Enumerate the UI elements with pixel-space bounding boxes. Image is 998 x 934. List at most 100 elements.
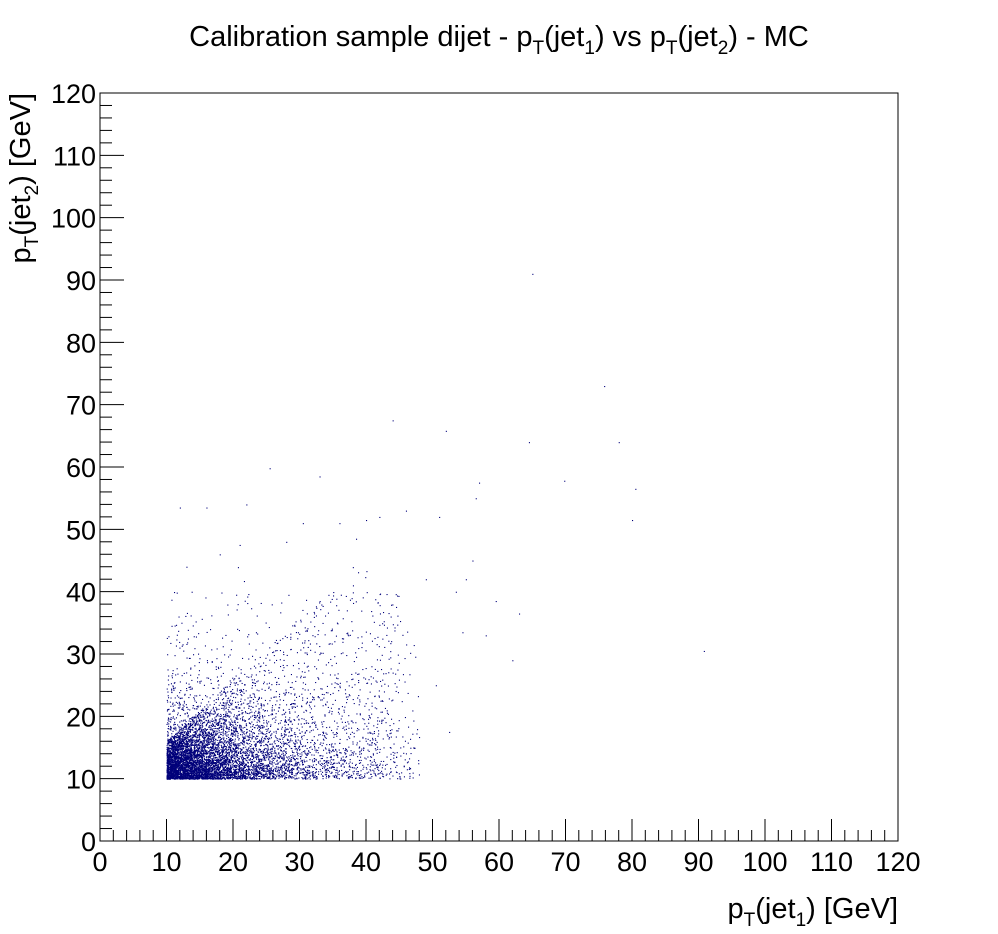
scatter-point	[198, 736, 200, 738]
scatter-point	[251, 761, 253, 763]
scatter-point	[358, 673, 360, 675]
scatter-point	[205, 773, 207, 775]
scatter-point	[179, 735, 181, 737]
scatter-point	[237, 744, 239, 746]
scatter-point	[303, 718, 305, 720]
scatter-point	[172, 747, 174, 749]
scatter-point	[385, 774, 387, 776]
scatter-point	[371, 640, 373, 642]
scatter-point	[357, 673, 359, 675]
scatter-point	[203, 760, 205, 762]
scatter-point	[268, 758, 270, 760]
scatter-point	[196, 746, 198, 748]
scatter-point	[261, 764, 263, 766]
scatter-point	[277, 642, 279, 644]
scatter-point	[192, 764, 194, 766]
scatter-point	[349, 765, 351, 767]
scatter-point	[356, 730, 358, 732]
scatter-point	[167, 654, 169, 656]
scatter-point	[183, 725, 185, 727]
scatter-point	[247, 761, 249, 763]
scatter-point	[173, 723, 175, 725]
scatter-point	[349, 754, 351, 756]
scatter-point	[225, 772, 227, 774]
scatter-point	[255, 716, 257, 718]
scatter-point	[359, 740, 361, 742]
scatter-point	[226, 763, 228, 765]
scatter-point	[264, 710, 266, 712]
scatter-point	[302, 761, 304, 763]
scatter-point	[190, 772, 192, 774]
scatter-point	[217, 764, 219, 766]
scatter-point	[299, 753, 301, 755]
scatter-point	[344, 750, 346, 752]
scatter-point	[178, 732, 180, 734]
scatter-point	[387, 685, 389, 687]
scatter-point	[329, 760, 331, 762]
scatter-point	[294, 745, 296, 747]
scatter-point	[277, 773, 279, 775]
scatter-point	[241, 756, 243, 758]
scatter-point	[245, 770, 247, 772]
scatter-point	[212, 760, 214, 762]
scatter-point	[205, 778, 207, 780]
scatter-point	[337, 756, 339, 758]
scatter-point	[240, 778, 242, 780]
scatter-point	[252, 769, 254, 771]
scatter-point	[378, 773, 380, 775]
scatter-point	[208, 735, 210, 737]
scatter-point	[260, 763, 262, 765]
scatter-point	[187, 744, 189, 746]
scatter-point	[222, 749, 224, 751]
scatter-point	[194, 723, 196, 725]
scatter-point	[195, 621, 197, 623]
scatter-point	[177, 764, 179, 766]
scatter-point	[401, 772, 403, 774]
scatter-point	[293, 688, 295, 690]
scatter-point	[228, 773, 230, 775]
scatter-point	[281, 728, 283, 730]
scatter-point	[178, 736, 180, 738]
scatter-point	[309, 706, 311, 708]
scatter-point	[229, 724, 231, 726]
scatter-point	[171, 771, 173, 773]
scatter-point	[191, 768, 193, 770]
scatter-point	[260, 750, 262, 752]
scatter-point	[311, 754, 313, 756]
scatter-point	[253, 757, 255, 759]
scatter-point	[237, 684, 239, 686]
scatter-point	[174, 758, 176, 760]
scatter-point	[194, 728, 196, 730]
scatter-point	[187, 723, 189, 725]
scatter-point	[259, 716, 261, 718]
scatter-point	[306, 702, 308, 704]
scatter-point	[229, 760, 231, 762]
scatter-point	[223, 749, 225, 751]
scatter-point	[214, 741, 216, 743]
scatter-point	[179, 681, 181, 683]
scatter-point	[186, 690, 188, 692]
scatter-point	[255, 772, 257, 774]
scatter-point	[190, 766, 192, 768]
scatter-point	[185, 738, 187, 740]
scatter-point	[301, 762, 303, 764]
scatter-point	[234, 753, 236, 755]
scatter-point	[342, 652, 344, 654]
scatter-point	[261, 731, 263, 733]
scatter-point	[314, 772, 316, 774]
scatter-point	[239, 691, 241, 693]
scatter-point	[235, 728, 237, 730]
scatter-point	[231, 693, 233, 695]
scatter-point	[220, 759, 222, 761]
scatter-point	[288, 777, 290, 779]
scatter-point	[237, 701, 239, 703]
scatter-point	[238, 710, 240, 712]
scatter-point	[217, 758, 219, 760]
scatter-point	[229, 764, 231, 766]
scatter-point	[396, 752, 398, 754]
scatter-point	[212, 724, 214, 726]
scatter-point	[220, 713, 222, 715]
scatter-point	[295, 775, 297, 777]
scatter-point	[371, 713, 373, 715]
scatter-point	[180, 720, 182, 722]
